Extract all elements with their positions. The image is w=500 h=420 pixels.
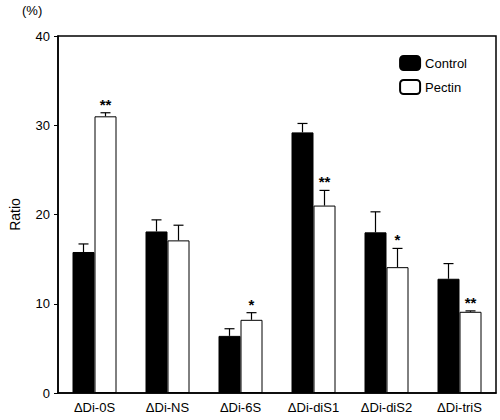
svg-text:0: 0 <box>43 386 50 401</box>
svg-text:ΔDi-NS: ΔDi-NS <box>146 400 190 415</box>
svg-text:Pectin: Pectin <box>425 80 461 95</box>
svg-text:*: * <box>395 231 401 248</box>
svg-text:ΔDi-diS2: ΔDi-diS2 <box>361 400 412 415</box>
svg-text:*: * <box>249 296 255 313</box>
svg-text:10: 10 <box>36 296 50 311</box>
svg-text:**: ** <box>100 96 112 113</box>
svg-text:ΔDi-0S: ΔDi-0S <box>74 400 116 415</box>
svg-text:30: 30 <box>36 118 50 133</box>
svg-text:**: ** <box>465 294 477 311</box>
svg-text:Ratio: Ratio <box>7 198 23 231</box>
svg-text:40: 40 <box>36 29 50 44</box>
svg-text:ΔDi-triS: ΔDi-triS <box>437 400 482 415</box>
svg-text:(%): (%) <box>22 3 42 18</box>
svg-text:**: ** <box>319 173 331 190</box>
svg-text:20: 20 <box>36 207 50 222</box>
svg-text:ΔDi-diS1: ΔDi-diS1 <box>288 400 339 415</box>
svg-text:ΔDi-6S: ΔDi-6S <box>220 400 262 415</box>
svg-text:Control: Control <box>425 56 467 71</box>
